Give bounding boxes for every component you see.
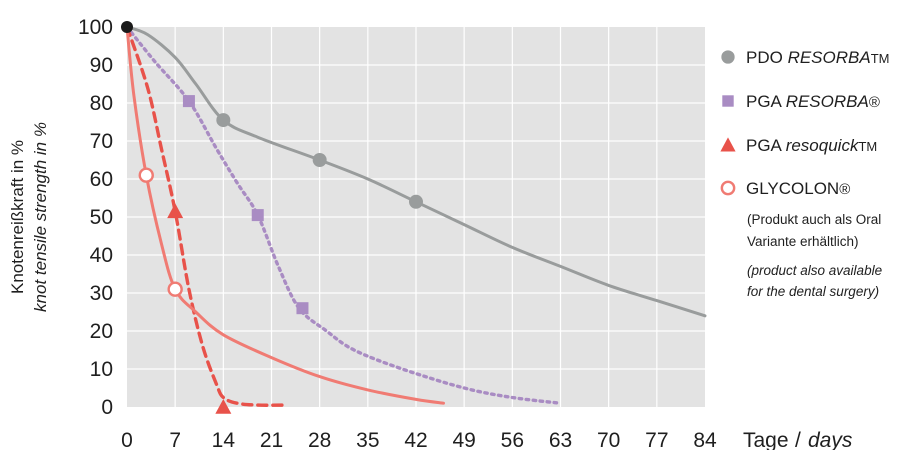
y-tick-label: 40 (90, 244, 113, 267)
y-tick-label: 10 (90, 358, 113, 381)
series-marker-0 (312, 153, 327, 167)
series-marker-2 (167, 203, 184, 219)
x-tick-label: 21 (260, 429, 283, 450)
y-tick-labels: 0 10 20 30 40 50 60 70 80 90 100 (78, 16, 113, 419)
x-axis-label-italic: days (808, 429, 853, 450)
series-line-0 (125, 25, 707, 318)
series-marker-2 (215, 399, 232, 414)
legend-label-1: PGA RESORBA® (746, 92, 880, 111)
series-marker-1 (182, 95, 195, 108)
legend-note-de-1: (Produkt auch als Oral (747, 212, 881, 227)
series-line-2 (125, 25, 287, 407)
legend-name-sup-2: TM (858, 139, 877, 154)
legend-name-sup-3: ® (839, 181, 850, 198)
legend-name-0: PDO (746, 48, 788, 67)
series-marker-1 (296, 302, 309, 315)
y-axis-label: Knotenreißkraft in % (8, 140, 27, 294)
x-tick-label: 14 (212, 429, 236, 450)
y-tick-label: 70 (90, 130, 113, 153)
start-point-marker (121, 21, 133, 33)
series-line-1 (125, 25, 563, 405)
y-tick-label: 100 (78, 16, 113, 39)
x-tick-label: 28 (308, 429, 331, 450)
legend-marker-1 (722, 95, 734, 107)
legend-name-3: GLYCOLON (746, 179, 839, 198)
x-tick-label: 49 (452, 429, 475, 450)
legend-label-0: PDO RESORBATM (746, 48, 889, 67)
legend-name-2: PGA (746, 136, 786, 155)
x-tick-labels: 0 7 14 21 28 35 42 49 56 63 70 77 84 (121, 429, 717, 450)
legend-label-2: PGA resoquickTM (746, 136, 877, 155)
legend-name-italic-2: resoquick (786, 136, 860, 155)
legend-marker-3 (720, 180, 736, 196)
y-axis-label-italic: knot tensile strength in % (31, 122, 50, 312)
y-tick-label: 30 (90, 282, 113, 305)
series-line-3 (125, 25, 446, 405)
x-tick-label: 70 (597, 429, 620, 450)
x-axis-label: Tage (743, 429, 789, 450)
x-tick-label: 0 (121, 429, 133, 450)
legend-name-sup-1: ® (869, 94, 880, 111)
legend-note-en-2: for the dental surgery) (747, 284, 879, 299)
x-tick-label: 84 (693, 429, 717, 450)
legend-name-italic-0: RESORBA (788, 48, 871, 67)
y-tick-label: 60 (90, 168, 113, 191)
marker-layer (121, 21, 423, 414)
legend-name-1: PGA (746, 92, 786, 111)
y-tick-label: 20 (90, 320, 113, 343)
series-marker-0 (216, 113, 231, 128)
legend-name-italic-1: RESORBA (786, 92, 869, 111)
y-tick-label: 90 (90, 54, 113, 77)
x-tick-label: 56 (501, 429, 524, 450)
x-tick-label: 42 (404, 429, 427, 450)
legend-note-de-2: Variante erhältlich) (747, 234, 859, 249)
legend-name-sup-0: TM (871, 51, 890, 66)
y-tick-label: 50 (90, 206, 113, 229)
y-tick-label: 80 (90, 92, 113, 115)
x-axis-label-slash: / (795, 429, 801, 450)
x-tick-label: 7 (169, 429, 181, 450)
y-tick-label: 0 (101, 396, 113, 419)
legend-label-3: GLYCOLON® (746, 179, 850, 198)
legend-marker-0 (721, 50, 735, 64)
x-tick-label: 63 (549, 429, 572, 450)
legend-note-en-1: (product also available (747, 263, 882, 278)
series-layer (125, 25, 707, 407)
x-tick-label: 35 (356, 429, 379, 450)
legend-marker-2 (720, 137, 736, 152)
series-marker-3 (167, 281, 183, 297)
series-marker-3 (138, 167, 154, 183)
x-tick-label: 77 (645, 429, 668, 450)
series-marker-1 (251, 209, 264, 222)
series-marker-0 (409, 194, 423, 209)
